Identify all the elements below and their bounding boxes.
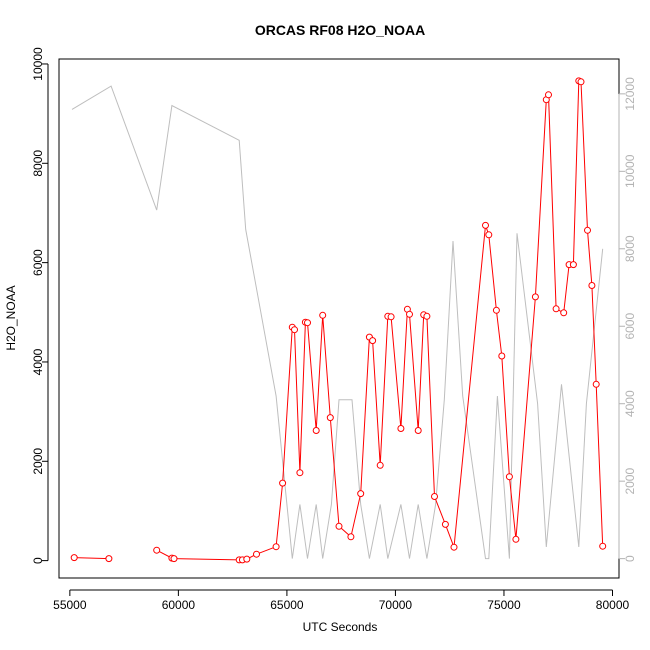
y-tick-label: 4000 [31,348,45,375]
y-tick-label: 8000 [31,150,45,177]
h2o-data-point [512,535,520,543]
h2o-data-point [319,311,327,319]
h2o-series-line [74,557,109,560]
y-tick-label: 10000 [31,47,45,81]
x-tick-label: 55000 [53,598,87,612]
x-tick-label: 65000 [270,598,304,612]
h2o-data-point [296,469,304,477]
h2o-data-point [357,490,365,498]
y2-tick-label: 2000 [623,468,637,495]
y2-tick-label: 4000 [623,390,637,417]
h2o-data-point [70,554,78,562]
h2o-data-point [335,522,343,530]
y2-tick-label: 8000 [623,235,637,262]
h2o-data-point [312,427,320,434]
plot-frame [58,58,620,579]
h2o-data-point [105,555,113,563]
h2o-data-point [243,555,251,563]
h2o-data-point [505,473,513,481]
h2o-data-point [482,221,489,229]
h2o-data-point [414,427,422,434]
h2o-data-point [369,337,377,345]
h2o-data-point [560,309,568,317]
y-tick-label: 0 [31,557,45,564]
h2o-data-point [279,479,287,487]
altitude-series-line [71,85,604,560]
x-axis-label: UTC Seconds [303,620,378,634]
h2o-data-point [431,493,438,500]
y-tick-label: 6000 [31,249,45,276]
h2o-data-point [592,380,600,388]
h2o-data-point [450,543,458,551]
series-layer [70,77,607,564]
h2o-data-point [588,282,596,289]
h2o-data-point [291,326,298,334]
x-tick-label: 75000 [487,598,521,612]
h2o-data-point [552,305,560,313]
h2o-data-point [387,313,395,321]
h2o-data-point [326,414,334,422]
h2o-data-point [376,461,384,469]
x-tick-label: 80000 [596,598,630,612]
y-tick-label: 2000 [31,448,45,475]
h2o-data-point [485,231,493,239]
h2o-data-point [569,261,577,269]
h2o-data-point [304,319,311,327]
h2o-data-point [253,550,260,558]
h2o-data-point [406,310,413,318]
h2o-data-point [397,425,405,432]
h2o-data-point [599,542,607,550]
y-axis-label: H2O_NOAA [4,285,18,350]
h2o-data-point [272,543,280,551]
h2o-data-point [545,91,552,99]
x-tick-label: 60000 [162,598,196,612]
h2o-data-point [170,555,178,563]
axes-layer: 55000 60000 65000 70000 75000 800000200040006… [31,47,637,612]
y2-tick-label: 6000 [623,313,637,340]
chart-title: ORCAS RF08 H2O_NOAA [255,22,425,38]
y2-tick-label: 0 [623,555,637,562]
h2o-data-point [153,546,161,554]
h2o-data-point [531,293,539,301]
h2o-data-point [492,306,500,314]
x-tick-label: 70000 [379,598,413,612]
y2-tick-label: 12000 [623,77,637,111]
h2o-series-line [156,80,604,561]
h2o-data-point [423,312,431,320]
h2o-data-point [347,533,355,541]
h2o-data-point [584,226,591,234]
h2o-data-point [577,78,585,86]
y2-tick-label: 10000 [623,154,637,188]
h2o-data-point [441,520,449,528]
h2o-data-point [498,352,506,360]
